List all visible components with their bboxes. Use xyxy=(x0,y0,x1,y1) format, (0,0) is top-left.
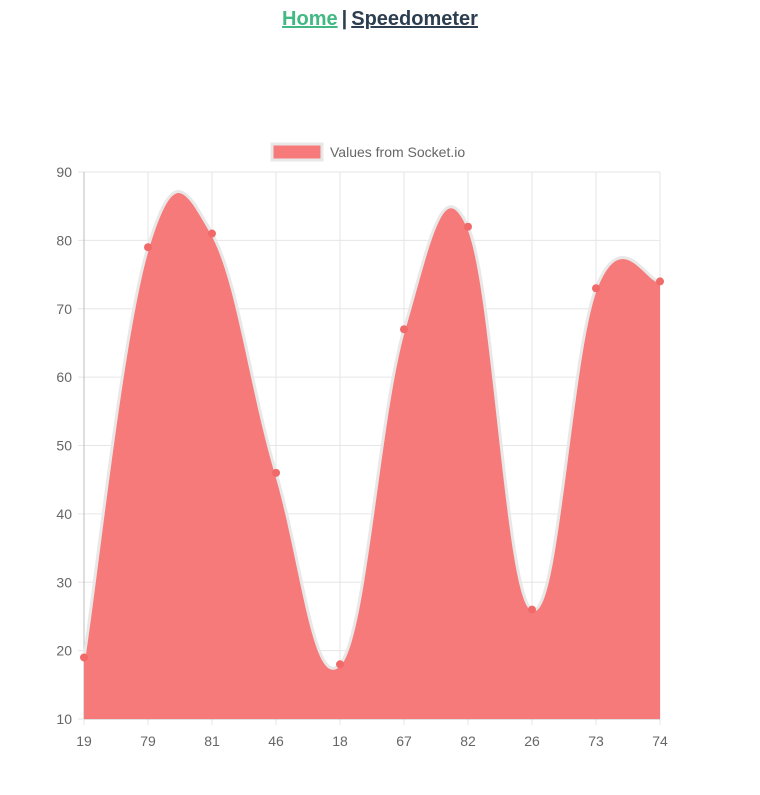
data-point[interactable] xyxy=(80,653,88,662)
data-point[interactable] xyxy=(144,243,152,252)
x-tick-label: 67 xyxy=(396,733,412,749)
legend-label[interactable]: Values from Socket.io xyxy=(330,144,465,160)
y-tick-label: 30 xyxy=(56,574,72,590)
x-axis-ticks: 19 79 81 46 18 67 82 26 73 74 xyxy=(76,733,668,749)
series-area-fill xyxy=(84,191,660,719)
home-link[interactable]: Home xyxy=(282,8,338,30)
y-tick-label: 70 xyxy=(56,301,72,317)
y-tick-label: 60 xyxy=(56,369,72,385)
y-tick-label: 50 xyxy=(56,438,72,454)
x-tick-label: 79 xyxy=(140,733,156,749)
x-tick-label: 26 xyxy=(524,733,540,749)
x-tick-label: 18 xyxy=(332,733,348,749)
x-tick-label: 73 xyxy=(588,733,604,749)
data-point[interactable] xyxy=(592,284,600,293)
data-point[interactable] xyxy=(656,277,664,286)
y-axis-ticks: 10 20 30 40 50 60 70 80 90 xyxy=(56,164,72,727)
data-point[interactable] xyxy=(464,222,472,231)
nav-separator: | xyxy=(341,8,348,30)
x-tick-label: 74 xyxy=(652,733,668,749)
y-tick-label: 40 xyxy=(56,506,72,522)
data-points xyxy=(80,222,664,669)
y-tick-label: 10 xyxy=(56,711,72,727)
series-line xyxy=(82,190,661,670)
series-area-group xyxy=(82,190,661,719)
x-tick-label: 82 xyxy=(460,733,476,749)
x-tick-label: 19 xyxy=(76,733,92,749)
legend-swatch[interactable] xyxy=(270,142,324,162)
legend[interactable]: Values from Socket.io xyxy=(270,142,465,162)
data-point[interactable] xyxy=(336,660,344,669)
top-nav: Home | Speedometer xyxy=(0,8,760,31)
data-point[interactable] xyxy=(272,468,280,477)
data-point[interactable] xyxy=(208,229,216,238)
y-tick-label: 20 xyxy=(56,643,72,659)
x-tick-label: 81 xyxy=(204,733,220,749)
speedometer-link[interactable]: Speedometer xyxy=(351,8,478,30)
data-point[interactable] xyxy=(400,325,408,334)
y-tick-label: 80 xyxy=(56,232,72,248)
data-point[interactable] xyxy=(528,605,536,614)
x-tick-label: 46 xyxy=(268,733,284,749)
y-tick-label: 90 xyxy=(56,164,72,180)
